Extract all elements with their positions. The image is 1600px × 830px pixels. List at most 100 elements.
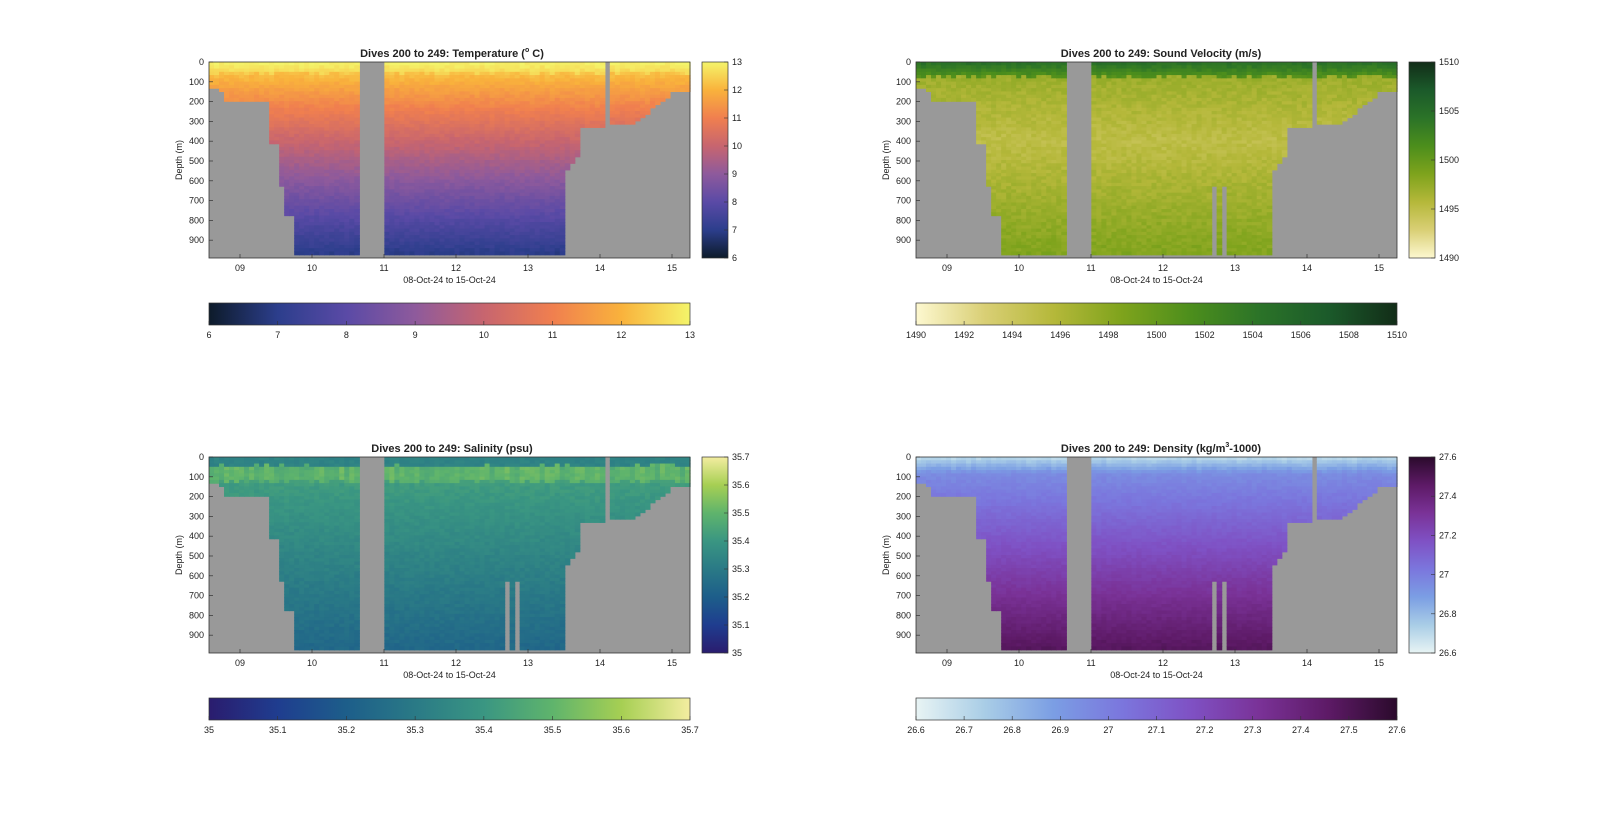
heatmap-cell: [329, 241, 335, 246]
heatmap-cell: [469, 143, 476, 148]
heatmap-cell: [409, 173, 416, 177]
heatmap-cell: [464, 117, 471, 122]
heatmap-cell: [454, 199, 461, 204]
heatmap-cell: [279, 97, 285, 102]
heatmap-cell: [384, 75, 390, 79]
heatmap-cell: [229, 62, 235, 66]
heatmap-cell: [394, 62, 400, 66]
heatmap-cell: [344, 146, 350, 151]
heatmap-cell: [469, 212, 476, 217]
heatmap-cell: [334, 189, 340, 194]
heatmap-cell: [429, 195, 436, 200]
heatmap-cells: [209, 62, 691, 256]
heatmap-cell: [354, 94, 360, 99]
heatmap-cell: [304, 209, 310, 213]
heatmap-cell: [459, 205, 466, 210]
heatmap-cell: [414, 251, 421, 256]
heatmap-cell: [289, 186, 295, 190]
heatmap-cell: [479, 241, 486, 246]
heatmap-cell: [334, 186, 340, 190]
heatmap-cell: [444, 202, 451, 207]
heatmap-cell: [459, 222, 466, 226]
heatmap-cell: [474, 163, 481, 168]
heatmap-cell: [474, 248, 481, 253]
heatmap-cell: [579, 124, 586, 128]
heatmap-cell: [339, 133, 345, 138]
heatmap-cell: [419, 218, 426, 223]
heatmap-cell: [554, 251, 561, 256]
heatmap-cell: [389, 179, 395, 184]
heatmap-cell: [414, 238, 421, 243]
heatmap-cell: [224, 94, 230, 99]
heatmap-cell: [394, 81, 400, 86]
heatmap-cell: [429, 117, 436, 122]
heatmap-cell: [419, 160, 426, 164]
heatmap-cell: [1096, 251, 1102, 256]
heatmap-cell: [399, 205, 406, 210]
heatmap-cell: [434, 195, 441, 200]
heatmap-cell: [264, 97, 270, 102]
heatmap-cell: [349, 182, 355, 187]
heatmap-cell: [389, 150, 395, 155]
heatmap-cell: [449, 228, 456, 233]
heatmap-cell: [344, 238, 350, 243]
heatmap-cell: [339, 209, 345, 213]
heatmap-cell: [304, 251, 310, 256]
heatmap-cell: [294, 179, 300, 184]
heatmap-cell: [224, 75, 230, 79]
heatmap-cell: [484, 78, 491, 83]
heatmap-cell: [444, 130, 451, 135]
heatmap-cell: [394, 182, 400, 187]
heatmap-cell: [284, 182, 290, 187]
heatmap-cell: [419, 124, 426, 128]
heatmap-cell: [429, 94, 436, 99]
heatmap-cell: [429, 231, 436, 236]
heatmap-cell: [434, 156, 441, 161]
heatmap-cell: [434, 140, 441, 145]
heatmap-cell: [304, 163, 310, 168]
heatmap-cell: [449, 215, 456, 220]
heatmap-cell: [459, 81, 466, 86]
heatmap-cell: [384, 215, 390, 220]
heatmap-cell: [334, 166, 340, 171]
heatmap-cell: [464, 235, 471, 239]
heatmap-cell: [354, 111, 360, 115]
heatmap-cell: [304, 238, 310, 243]
heatmap-cell: [479, 166, 486, 171]
heatmap-cell: [334, 81, 340, 86]
heatmap-cell: [474, 176, 481, 181]
heatmap-cell: [479, 215, 486, 220]
heatmap-cell: [489, 248, 496, 253]
heatmap-cell: [414, 202, 421, 207]
heatmap-cell: [354, 231, 360, 236]
heatmap-cell: [404, 202, 411, 207]
heatmap-cell: [404, 68, 411, 73]
heatmap-cell: [324, 215, 330, 220]
heatmap-cell: [354, 127, 360, 132]
heatmap-cell: [344, 140, 350, 145]
heatmap-cell: [1051, 251, 1057, 256]
heatmap-cell: [424, 78, 431, 83]
heatmap-cell: [484, 127, 491, 132]
heatmap-cell: [429, 107, 436, 112]
heatmap-cell: [334, 195, 340, 200]
heatmap-cell: [449, 146, 456, 151]
heatmap-cell: [444, 163, 451, 168]
heatmap-cell: [444, 78, 451, 83]
heatmap-cell: [394, 205, 400, 210]
heatmap-cell: [349, 195, 355, 200]
heatmap-cell: [459, 91, 466, 96]
heatmap-cell: [479, 235, 486, 239]
heatmap-cell: [444, 101, 451, 106]
heatmap-cell: [319, 248, 325, 253]
heatmap-cell: [349, 140, 355, 145]
heatmap-cell: [424, 244, 431, 249]
heatmap-cell: [299, 88, 305, 92]
heatmap-cell: [494, 114, 501, 119]
heatmap-cell: [264, 65, 270, 70]
heatmap-cell: [294, 218, 300, 223]
heatmap-cell: [469, 189, 476, 194]
heatmap-cell: [489, 235, 496, 239]
heatmap-cell: [294, 114, 300, 119]
heatmap-cell: [304, 140, 310, 145]
